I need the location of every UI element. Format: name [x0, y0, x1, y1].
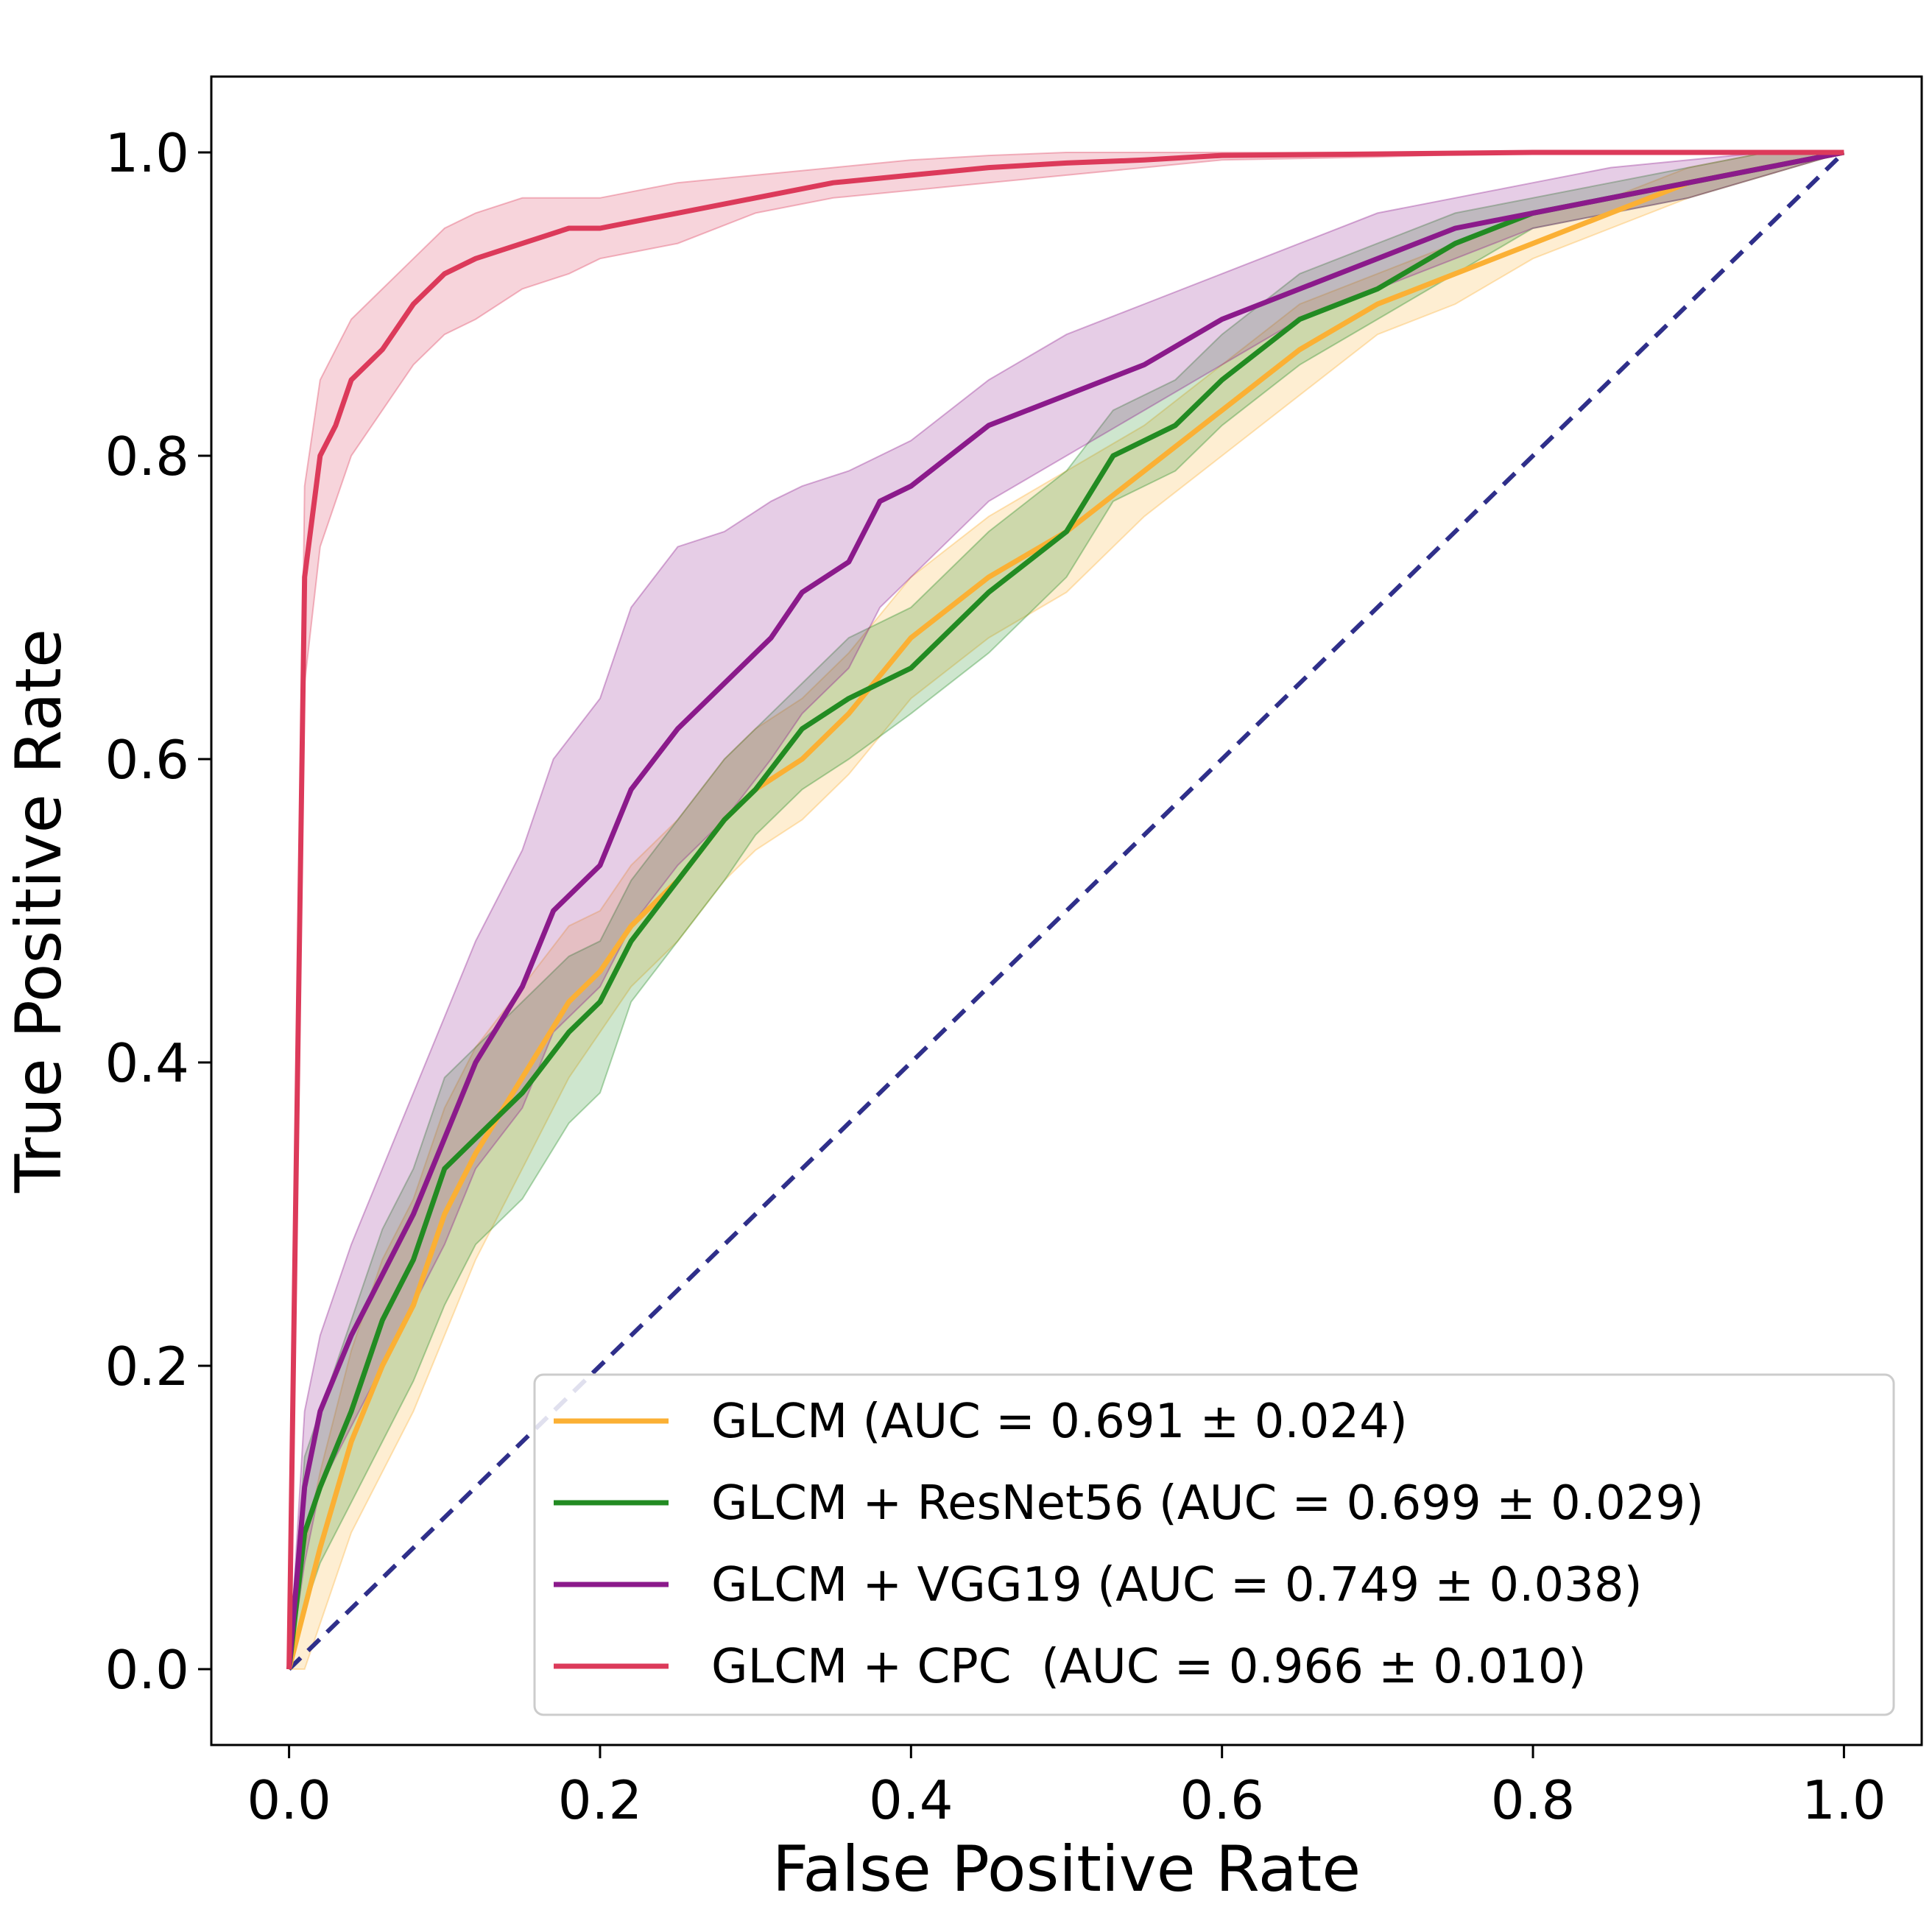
plot-frame — [210, 75, 1923, 1746]
x-axis-ticks: 0.0 0.2 0.4 0.6 0.8 1.0 — [247, 1745, 1886, 1831]
x-tick-label: 0.6 — [1180, 1769, 1264, 1831]
x-tick-label: 1.0 — [1802, 1769, 1886, 1831]
roc-line-series-4 — [286, 149, 1844, 1670]
x-axis-title: False Positive Rate — [772, 1833, 1361, 1906]
band-series-4 — [288, 152, 1844, 1670]
x-tick-label: 0.8 — [1491, 1769, 1576, 1831]
legend-label-2: GLCM + ResNet56 (AUC = 0.699 ± 0.029) — [711, 1476, 1704, 1531]
y-axis-ticks: 0.0 0.2 0.4 0.6 0.8 1.0 — [105, 122, 211, 1701]
roc-line-series-1 — [286, 149, 1845, 1670]
roc-line-series-2 — [286, 149, 1845, 1670]
chance-diagonal-line — [287, 150, 1846, 1671]
legend-label-3: GLCM + VGG19 (AUC = 0.749 ± 0.038) — [711, 1558, 1643, 1612]
legend-box — [533, 1373, 1895, 1716]
y-tick-label: 0.8 — [105, 426, 189, 487]
x-tick-label: 0.2 — [558, 1769, 643, 1831]
y-axis-title: True Positive Rate — [2, 629, 76, 1194]
roc-curves — [286, 149, 1845, 1670]
y-tick-label: 0.2 — [105, 1336, 189, 1397]
x-tick-label: 0.4 — [869, 1769, 953, 1831]
legend: GLCM (AUC = 0.691 ± 0.024) GLCM + ResNet5… — [533, 1373, 1895, 1716]
legend-label-1: GLCM (AUC = 0.691 ± 0.024) — [711, 1395, 1408, 1449]
chance-diagonal-layer — [287, 150, 1846, 1671]
roc-line-series-3 — [286, 149, 1845, 1670]
y-tick-label: 0.6 — [105, 729, 189, 791]
y-tick-label: 0.4 — [105, 1032, 189, 1094]
y-tick-label: 0.0 — [105, 1639, 189, 1701]
y-tick-label: 1.0 — [105, 122, 189, 184]
legend-label-4: GLCM + CPC (AUC = 0.966 ± 0.010) — [711, 1640, 1586, 1694]
x-tick-label: 0.0 — [247, 1769, 331, 1831]
